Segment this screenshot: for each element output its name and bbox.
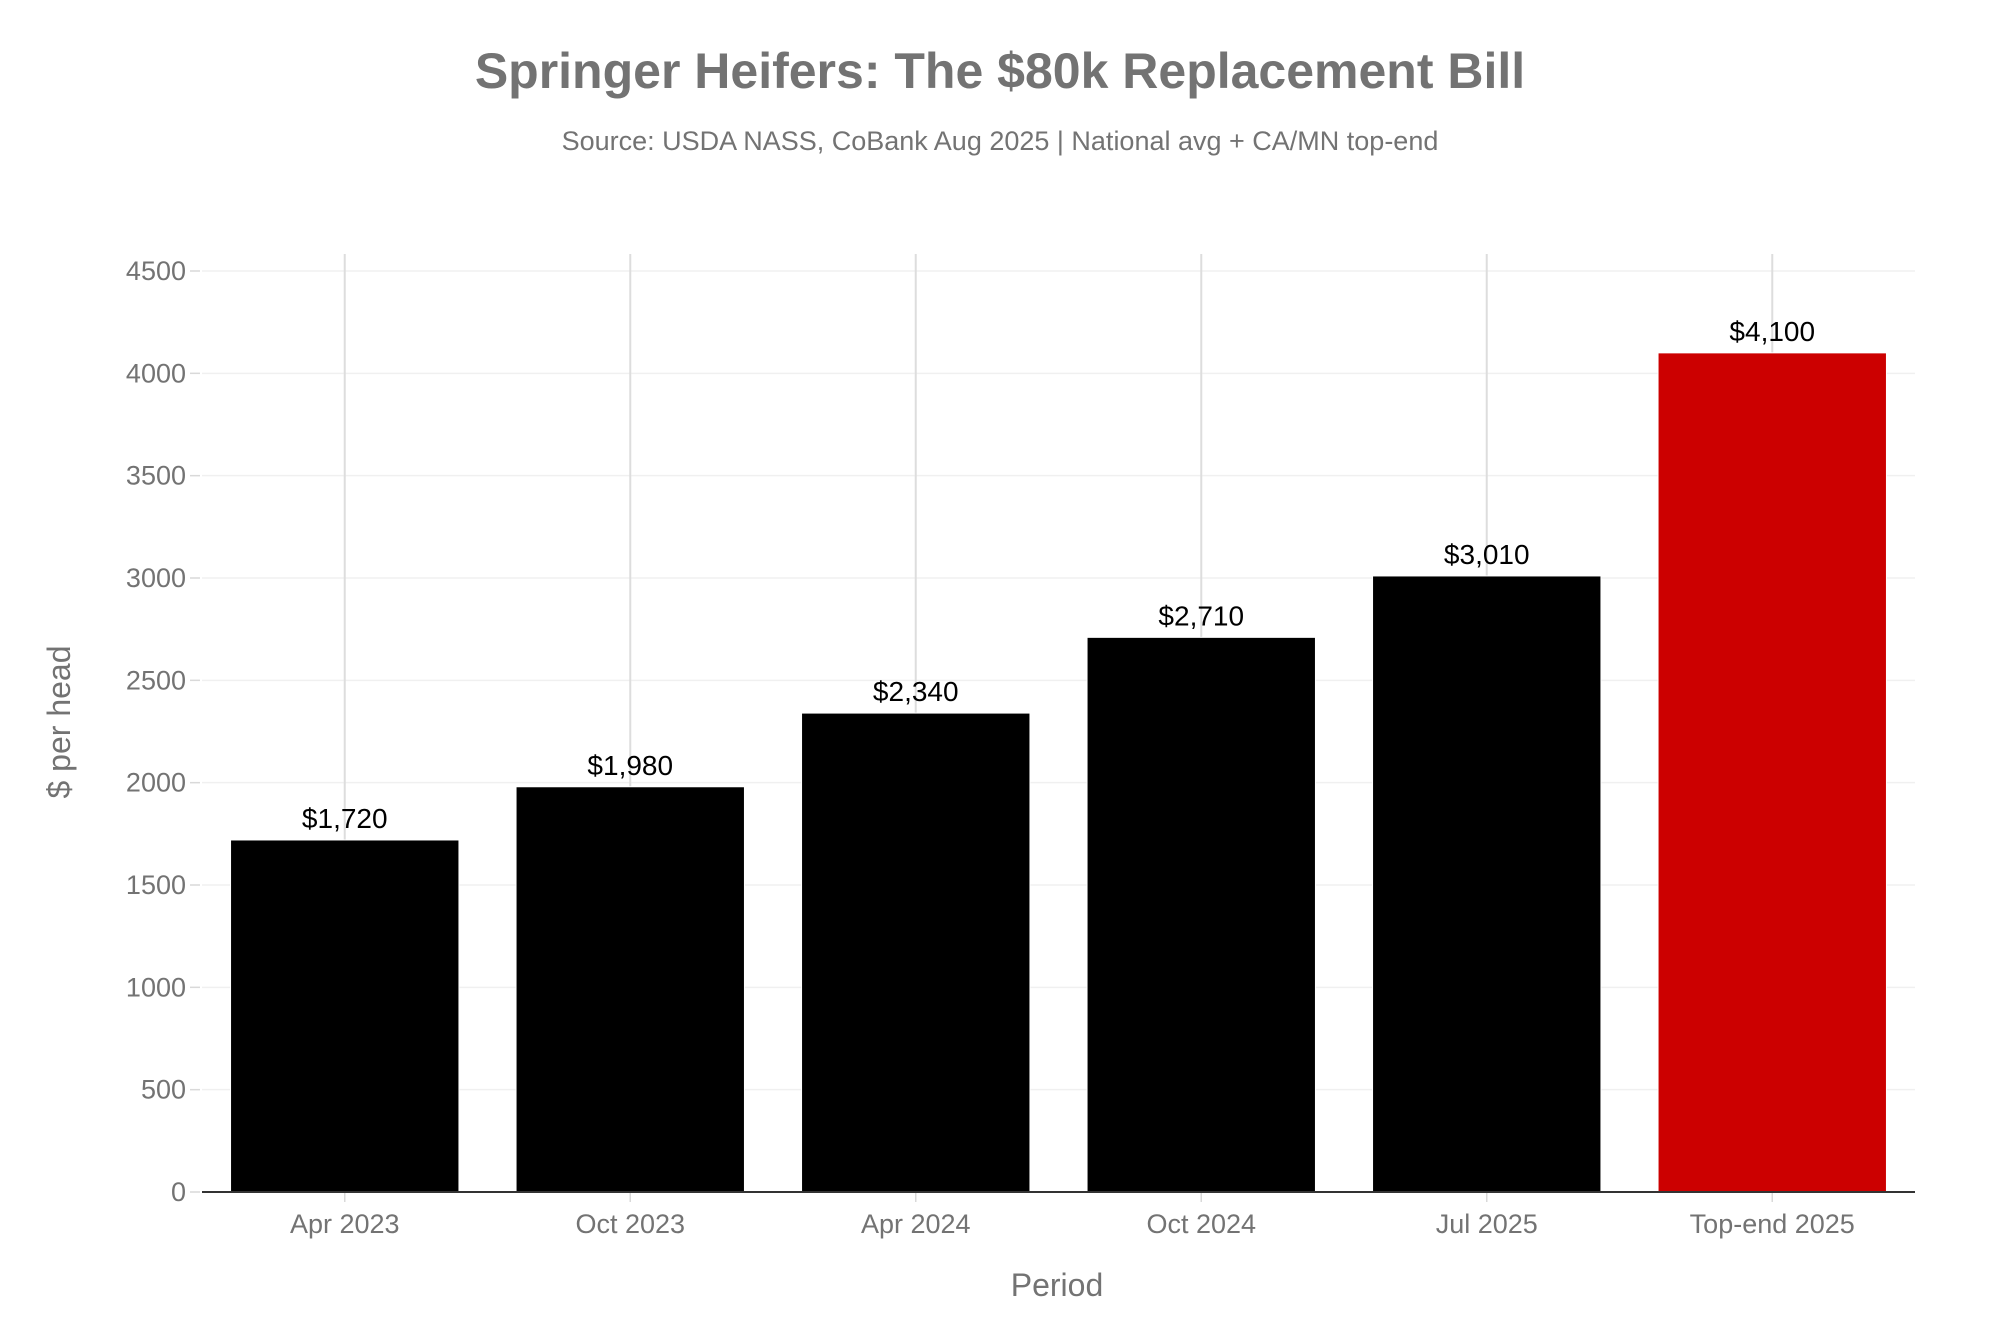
x-tick-label: Apr 2023 [290, 1209, 400, 1239]
bars [230, 352, 1887, 1193]
bar [1086, 636, 1316, 1193]
y-tick-label: 1000 [126, 972, 186, 1002]
x-tick-label: Jul 2025 [1436, 1209, 1538, 1239]
x-tick-label: Oct 2024 [1146, 1209, 1256, 1239]
x-axis-title: Period [1011, 1267, 1104, 1303]
bar [1657, 352, 1887, 1193]
y-tick-label: 1500 [126, 870, 186, 900]
bar-value-label: $2,340 [873, 676, 959, 707]
bar [1372, 575, 1602, 1193]
axes: 0 500 1000 1500 2000 2500 3000 3500 4000 4500 Apr … [126, 256, 1915, 1239]
chart-title: Springer Heifers: The $80k Replacement B… [475, 43, 1525, 99]
bar-value-label: $3,010 [1444, 539, 1530, 570]
y-tick-label: 4500 [126, 256, 186, 286]
bar-value-label: $1,980 [587, 750, 673, 781]
bar [801, 712, 1031, 1193]
value-labels: $1,720 $1,980 $2,340 $2,710 $3,010 $4,100 [302, 316, 1815, 834]
bar-value-label: $2,710 [1158, 600, 1244, 631]
y-tick-label: 2000 [126, 768, 186, 798]
y-axis-title: $ per head [41, 645, 77, 798]
x-tick-label: Top-end 2025 [1690, 1209, 1855, 1239]
y-tick-label: 4000 [126, 358, 186, 388]
bar [515, 786, 745, 1193]
bar-value-label: $4,100 [1729, 316, 1815, 347]
y-tick-label: 2500 [126, 665, 186, 695]
y-tick-label: 500 [141, 1075, 186, 1105]
y-tick-label: 3000 [126, 563, 186, 593]
x-tick-label: Oct 2023 [575, 1209, 685, 1239]
chart-subtitle: Source: USDA NASS, CoBank Aug 2025 | Nat… [562, 126, 1439, 156]
bar [230, 839, 460, 1193]
y-tick-label: 3500 [126, 461, 186, 491]
x-tick-label: Apr 2024 [861, 1209, 971, 1239]
bar-value-label: $1,720 [302, 803, 388, 834]
y-tick-label: 0 [171, 1177, 186, 1207]
